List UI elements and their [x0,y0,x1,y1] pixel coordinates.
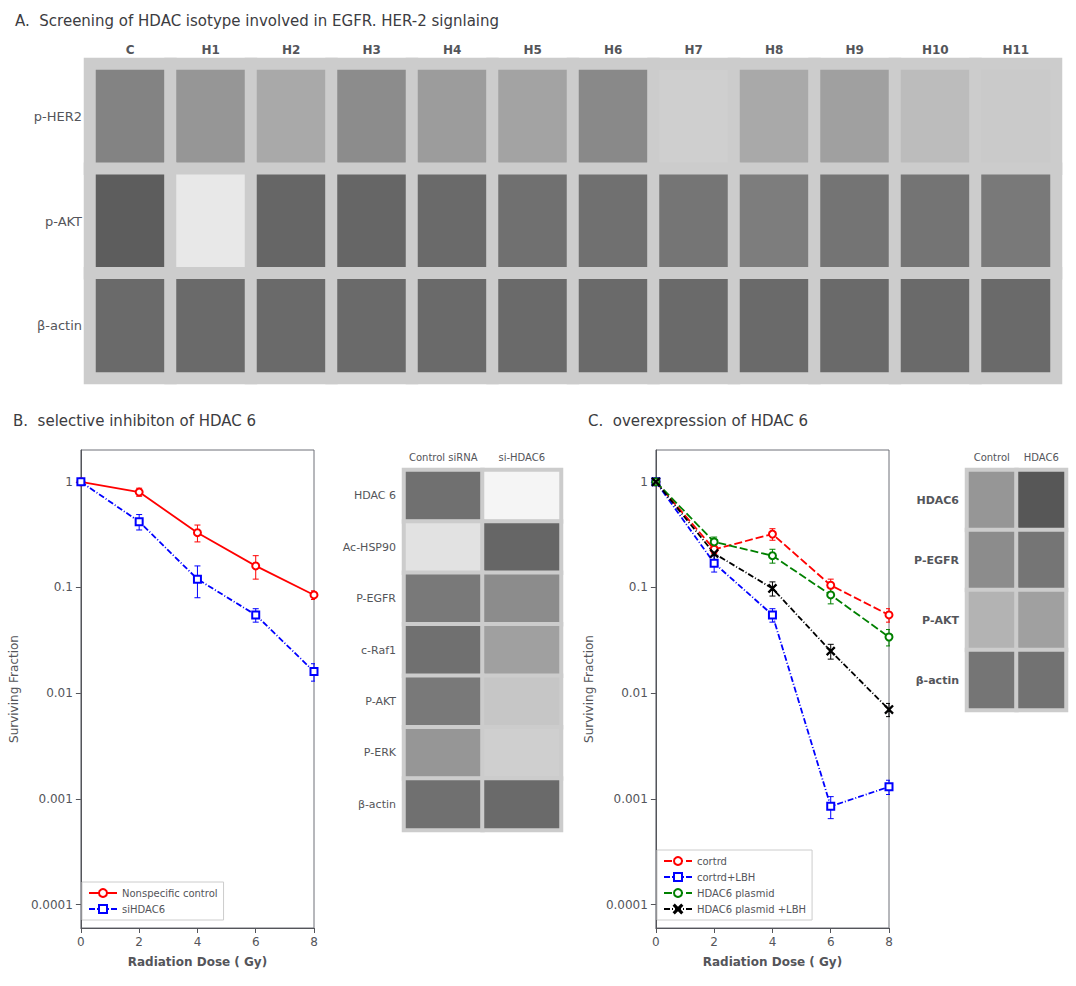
svg-text:Surviving Fraction: Surviving Fraction [7,635,21,743]
svg-text:H11: H11 [1002,43,1029,57]
svg-text:0.001: 0.001 [39,792,73,806]
svg-text:C. overexpression of HDAC 6: C. overexpression of HDAC 6 [588,412,808,430]
svg-text:4: 4 [769,935,777,949]
svg-text:c-Raf1: c-Raf1 [361,644,396,657]
svg-text:H10: H10 [922,43,949,57]
svg-text:P-ERK: P-ERK [364,746,397,759]
svg-text:HDAC 6: HDAC 6 [354,489,396,502]
svg-text:B. selective inhibiton of HDA: B. selective inhibiton of HDAC 6 [13,412,256,430]
svg-text:0.0001: 0.0001 [31,898,73,912]
svg-text:P-AKT: P-AKT [365,695,396,708]
svg-text:HDAC6: HDAC6 [916,494,959,507]
svg-text:1: 1 [65,475,73,489]
svg-text:P-EGFR: P-EGFR [914,554,959,567]
svg-text:H7: H7 [685,43,703,57]
svg-text:0.1: 0.1 [54,580,73,594]
svg-text:Radiation Dose ( Gy): Radiation Dose ( Gy) [128,955,267,969]
svg-text:H3: H3 [363,43,381,57]
svg-text:siHDAC6: siHDAC6 [122,904,165,915]
svg-text:HDAC6 plasmid +LBH: HDAC6 plasmid +LBH [697,904,806,915]
svg-text:2: 2 [710,935,718,949]
svg-text:0.1: 0.1 [629,580,648,594]
svg-text:H4: H4 [443,43,461,57]
svg-text:A. Screening of HDAC isotype: A. Screening of HDAC isotype involved in… [15,12,499,30]
svg-text:0.01: 0.01 [46,686,73,700]
svg-text:cortrd: cortrd [697,856,727,867]
svg-text:P-EGFR: P-EGFR [356,592,396,605]
svg-text:H8: H8 [765,43,783,57]
svg-text:Ac-HSP90: Ac-HSP90 [343,541,396,554]
svg-text:Control siRNA: Control siRNA [409,452,478,463]
svg-text:C: C [126,43,135,57]
svg-text:H1: H1 [202,43,220,57]
svg-text:si-HDAC6: si-HDAC6 [498,452,545,463]
svg-text:p-HER2: p-HER2 [34,109,82,124]
svg-text:8: 8 [310,935,318,949]
svg-text:H2: H2 [282,43,300,57]
svg-text:H6: H6 [604,43,622,57]
svg-text:P-AKT: P-AKT [922,614,959,627]
svg-text:6: 6 [252,935,260,949]
svg-text:1: 1 [640,475,648,489]
svg-text:0.001: 0.001 [614,792,648,806]
svg-text:HDAC6: HDAC6 [1024,452,1059,463]
svg-text:8: 8 [885,935,893,949]
svg-text:0: 0 [652,935,660,949]
svg-text:Nonspecific control: Nonspecific control [122,888,218,899]
svg-text:H9: H9 [846,43,864,57]
svg-text:Radiation Dose ( Gy): Radiation Dose ( Gy) [703,955,842,969]
svg-text:6: 6 [827,935,835,949]
svg-text:HDAC6 plasmid: HDAC6 plasmid [697,888,775,899]
svg-text:2: 2 [135,935,143,949]
svg-text:Surviving Fraction: Surviving Fraction [582,635,596,743]
svg-text:β-actin: β-actin [37,318,82,333]
svg-text:H5: H5 [524,43,542,57]
svg-text:0.01: 0.01 [621,686,648,700]
svg-text:0.0001: 0.0001 [606,898,648,912]
svg-text:0: 0 [77,935,85,949]
svg-text:4: 4 [194,935,202,949]
svg-text:cortrd+LBH: cortrd+LBH [697,872,755,883]
svg-text:β-actin: β-actin [358,798,396,811]
svg-text:β-actin: β-actin [916,674,959,687]
svg-text:Control: Control [974,452,1010,463]
svg-text:p-AKT: p-AKT [45,214,82,229]
